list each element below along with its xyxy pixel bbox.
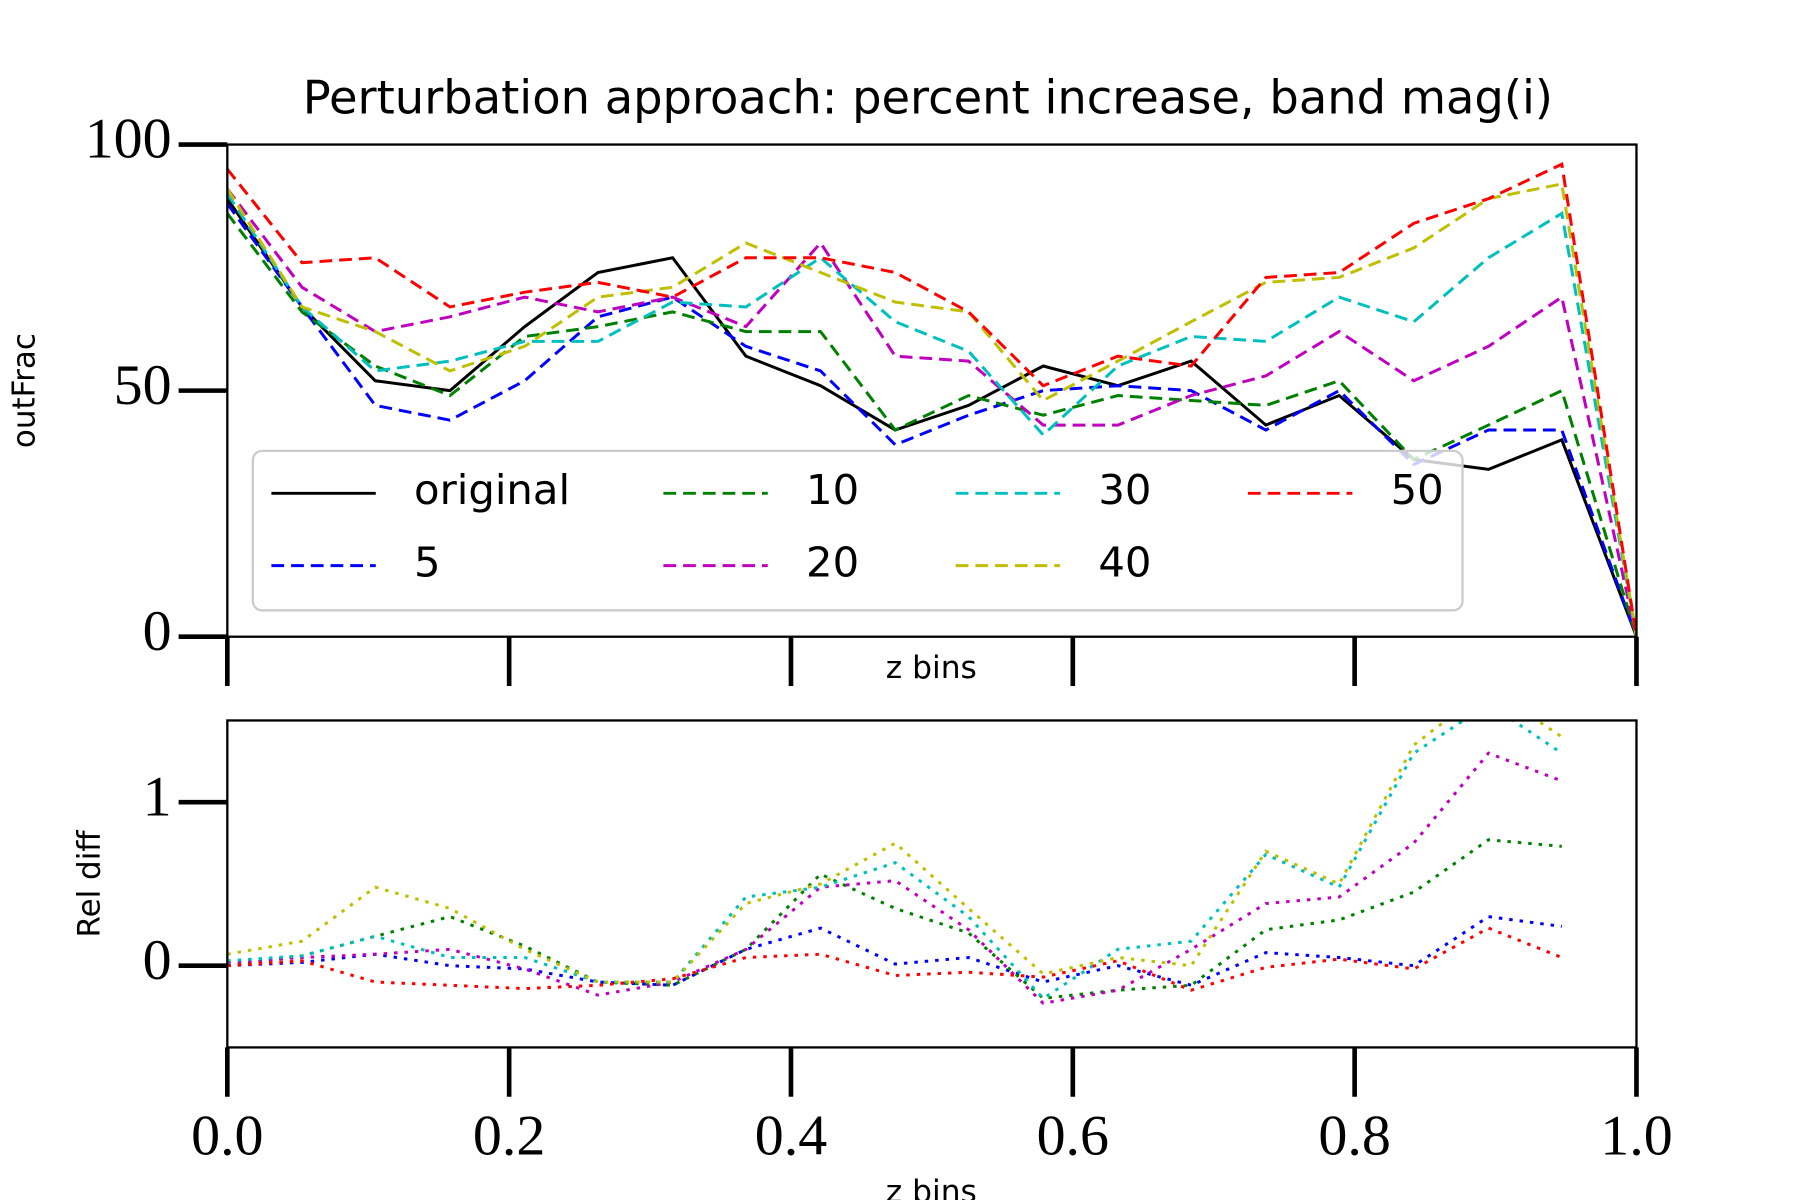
y-axis-label: Rel diff bbox=[71, 829, 107, 938]
series-line bbox=[227, 192, 1637, 637]
series-line bbox=[227, 751, 1563, 1005]
legend-label: 10 bbox=[806, 465, 859, 514]
legend-label: 40 bbox=[1098, 538, 1151, 587]
x-tick-label: 0.2 bbox=[473, 1105, 545, 1168]
series-line bbox=[227, 187, 1637, 637]
series-line bbox=[227, 915, 1562, 987]
series-line bbox=[227, 162, 1637, 637]
legend-label: 5 bbox=[414, 538, 441, 587]
axes-frame bbox=[226, 719, 1638, 1049]
x-axis-label: z bins bbox=[886, 650, 977, 686]
plot-area bbox=[227, 720, 1563, 1005]
y-tick-label: 0 bbox=[143, 929, 172, 992]
chart-title: Perturbation approach: percent increase,… bbox=[303, 71, 1553, 125]
series-line bbox=[227, 212, 1637, 637]
y-tick-label: 50 bbox=[114, 354, 172, 417]
series-line bbox=[227, 182, 1637, 637]
y-tick-label: 100 bbox=[85, 108, 172, 171]
x-tick-label: 0.0 bbox=[191, 1105, 263, 1168]
y-tick-label: 1 bbox=[143, 766, 172, 829]
x-tick-label: 0.6 bbox=[1037, 1105, 1109, 1168]
legend-label: 20 bbox=[806, 538, 859, 587]
x-tick-label: 1.0 bbox=[1600, 1105, 1672, 1168]
series-line bbox=[227, 197, 1637, 637]
axes-frame bbox=[226, 143, 1638, 638]
series-line bbox=[227, 720, 1563, 1001]
y-tick-label: 0 bbox=[143, 600, 172, 663]
x-tick-label: 0.8 bbox=[1318, 1105, 1390, 1168]
x-tick-label: 0.4 bbox=[755, 1105, 827, 1168]
legend-label: 30 bbox=[1098, 465, 1151, 514]
legend-label: 50 bbox=[1391, 465, 1444, 514]
x-axis-label: z bins bbox=[886, 1174, 977, 1200]
y-axis-label: outFrac bbox=[6, 333, 42, 448]
legend-box bbox=[251, 449, 1464, 612]
legend-label: original bbox=[414, 465, 570, 514]
